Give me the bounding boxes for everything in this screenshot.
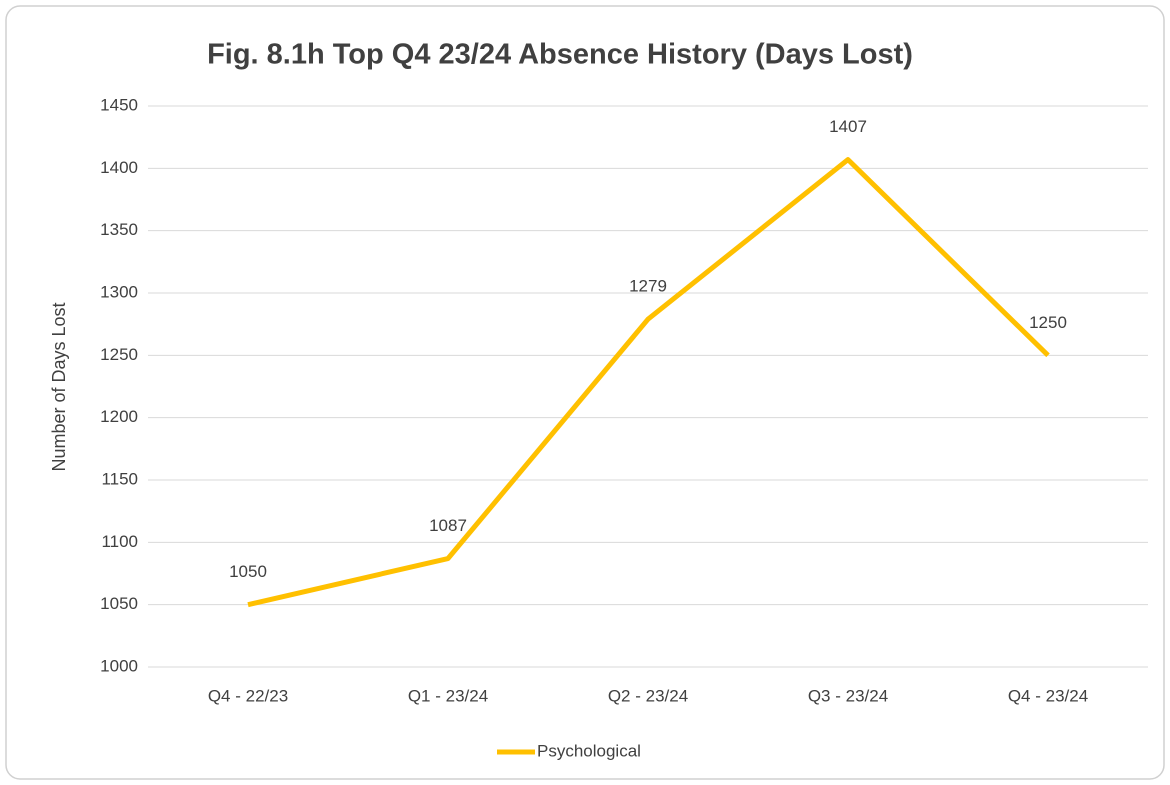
x-tick-label: Q4 - 23/24: [1008, 686, 1088, 705]
data-label: 1250: [1029, 313, 1067, 332]
x-tick-label: Q4 - 22/23: [208, 686, 288, 705]
data-label: 1087: [429, 516, 467, 535]
chart-title: Fig. 8.1h Top Q4 23/24 Absence History (…: [207, 39, 913, 71]
y-tick-label: 1100: [101, 532, 138, 551]
data-label: 1279: [629, 277, 667, 296]
x-tick-label: Q2 - 23/24: [608, 686, 688, 705]
data-label: 1050: [229, 562, 267, 581]
data-label: 1407: [829, 117, 867, 136]
x-tick-label: Q3 - 23/24: [808, 686, 888, 705]
y-tick-label: 1250: [100, 345, 138, 364]
y-tick-label: 1200: [100, 407, 138, 426]
y-tick-label: 1400: [100, 158, 138, 177]
legend-label: Psychological: [537, 741, 641, 760]
y-tick-label: 1050: [100, 594, 138, 613]
y-tick-label: 1300: [100, 282, 138, 301]
x-tick-label: Q1 - 23/24: [408, 686, 488, 705]
line-series: [247, 157, 1050, 608]
y-tick-label: 1150: [101, 469, 138, 488]
y-axis-label: Number of Days Lost: [49, 302, 69, 471]
y-tick-label: 1450: [100, 95, 138, 114]
y-tick-label: 1350: [100, 220, 138, 239]
y-tick-label: 1000: [100, 656, 138, 675]
